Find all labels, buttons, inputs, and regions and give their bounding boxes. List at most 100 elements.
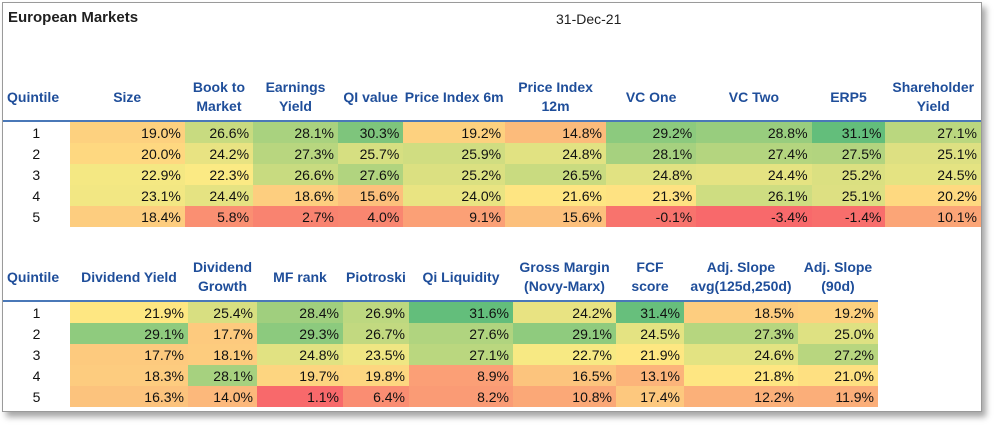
value-cell: 16.3% — [70, 386, 188, 407]
value-cell: 15.6% — [338, 185, 404, 206]
value-cell: 17.7% — [188, 323, 257, 344]
value-cell: 27.1% — [409, 344, 513, 365]
page-title: European Markets — [8, 9, 139, 26]
quintile-cell: 2 — [3, 323, 70, 344]
value-cell: 13.1% — [616, 365, 684, 386]
table-row: 2 29.1% 17.7% 29.3% 26.7% 27.6% 29.1% 24.5% 27.3… — [3, 323, 878, 344]
value-cell: 26.6% — [184, 120, 254, 143]
value-cell: 24.4% — [184, 185, 254, 206]
value-cell: 14.0% — [188, 386, 257, 407]
value-cell: 19.7% — [257, 365, 343, 386]
quintile-table-2: Quintile Dividend Yield Dividend Growth … — [3, 254, 878, 407]
column-header: VC One — [625, 88, 677, 105]
value-cell: 26.9% — [343, 300, 409, 323]
value-cell: 29.1% — [513, 323, 616, 344]
column-header: VC Two — [728, 88, 780, 105]
value-cell: 28.1% — [253, 120, 339, 143]
value-cell: 22.3% — [184, 164, 254, 185]
quintile-cell: 2 — [3, 143, 70, 164]
column-header: QI value — [343, 88, 398, 105]
value-cell: 28.1% — [188, 365, 257, 386]
value-cell: 14.8% — [505, 120, 606, 143]
value-cell: 20.0% — [69, 143, 185, 164]
value-cell: 24.8% — [257, 344, 343, 365]
value-cell: 29.2% — [605, 120, 697, 143]
value-cell: 29.3% — [257, 323, 343, 344]
value-cell: 19.2% — [403, 120, 506, 143]
column-header: Book to Market — [192, 79, 245, 114]
value-cell: 21.9% — [616, 344, 684, 365]
value-cell: 18.5% — [684, 300, 798, 323]
spreadsheet-panel: European Markets 31-Dec-21 Quintile Size… — [2, 2, 982, 412]
column-header: FCF score — [631, 259, 669, 294]
column-header: Dividend Growth — [192, 259, 253, 294]
column-header: ERP5 — [830, 88, 867, 105]
table-row: 3 17.7% 18.1% 24.8% 23.5% 27.1% 22.7% 21.9% 24.6… — [3, 344, 878, 365]
column-header: Shareholder Yield — [892, 79, 975, 114]
quintile-cell: 3 — [3, 164, 70, 185]
report-date: 31-Dec-21 — [556, 11, 622, 27]
value-cell: 2.7% — [253, 206, 339, 227]
value-cell: 27.3% — [253, 143, 339, 164]
column-header: Earnings Yield — [265, 79, 326, 114]
value-cell: -0.1% — [605, 206, 697, 227]
quintile-cell: 1 — [3, 120, 70, 143]
value-cell: 24.0% — [403, 185, 506, 206]
value-cell: 5.8% — [184, 206, 254, 227]
value-cell: 1.1% — [257, 386, 343, 407]
value-cell: 24.5% — [616, 323, 684, 344]
value-cell: 24.2% — [513, 300, 616, 323]
value-cell: 23.5% — [343, 344, 409, 365]
value-cell: 28.8% — [696, 120, 812, 143]
table-row: 1 19.0% 26.6% 28.1% 30.3% 19.2% 14.8% 29.2% 28.8… — [3, 120, 981, 143]
quintile-table-1: Quintile Size Book to Market Earnings Yi… — [3, 74, 981, 227]
column-header: Price Index 12m — [518, 79, 593, 114]
value-cell: 22.9% — [69, 164, 185, 185]
column-header: Adj. Slope (90d) — [803, 259, 873, 294]
column-header: MF rank — [273, 268, 327, 285]
value-cell: 27.5% — [811, 143, 886, 164]
value-cell: 24.8% — [605, 164, 697, 185]
value-cell: 4.0% — [338, 206, 404, 227]
value-cell: 25.0% — [798, 323, 878, 344]
value-cell: 29.1% — [70, 323, 188, 344]
quintile-cell: 1 — [3, 300, 70, 323]
value-cell: 26.1% — [696, 185, 812, 206]
value-cell: 19.0% — [69, 120, 185, 143]
value-cell: 11.9% — [798, 386, 878, 407]
value-cell: 9.1% — [403, 206, 506, 227]
value-cell: 10.8% — [513, 386, 616, 407]
value-cell: 31.6% — [409, 300, 513, 323]
value-cell: 20.2% — [885, 185, 981, 206]
column-header: Qi Liquidity — [422, 268, 500, 285]
column-header: Price Index 6m — [404, 88, 504, 105]
value-cell: 23.1% — [69, 185, 185, 206]
column-header: Piotroski — [346, 268, 406, 285]
value-cell: 24.8% — [505, 143, 606, 164]
value-cell: 26.7% — [343, 323, 409, 344]
value-cell: 21.0% — [798, 365, 878, 386]
quintile-cell: 5 — [3, 386, 70, 407]
value-cell: 25.7% — [338, 143, 404, 164]
quintile-cell: 3 — [3, 344, 70, 365]
value-cell: 25.4% — [188, 300, 257, 323]
table-body: 1 21.9% 25.4% 28.4% 26.9% 31.6% 24.2% 31.4% 18.5… — [3, 300, 878, 407]
value-cell: 19.8% — [343, 365, 409, 386]
value-cell: 16.5% — [513, 365, 616, 386]
value-cell: 31.1% — [811, 120, 886, 143]
value-cell: 21.3% — [605, 185, 697, 206]
table-row: 4 18.3% 28.1% 19.7% 19.8% 8.9% 16.5% 13.1% 21.8%… — [3, 365, 878, 386]
value-cell: 25.1% — [811, 185, 886, 206]
table-body: 1 19.0% 26.6% 28.1% 30.3% 19.2% 14.8% 29.2% 28.8… — [3, 120, 981, 227]
table-row: 2 20.0% 24.2% 27.3% 25.7% 25.9% 24.8% 28.1% 27.4… — [3, 143, 981, 164]
table-row: 5 18.4% 5.8% 2.7% 4.0% 9.1% 15.6% -0.1% -3.4% -1.… — [3, 206, 981, 227]
value-cell: 31.4% — [616, 300, 684, 323]
column-header: Gross Margin (Novy-Marx) — [519, 259, 610, 294]
table-header-row: Quintile Dividend Yield Dividend Growth … — [3, 254, 878, 301]
value-cell: -1.4% — [811, 206, 886, 227]
value-cell: 25.2% — [811, 164, 886, 185]
value-cell: 25.1% — [885, 143, 981, 164]
value-cell: 18.6% — [253, 185, 339, 206]
value-cell: 21.8% — [684, 365, 798, 386]
table-row: 3 22.9% 22.3% 26.6% 27.6% 25.2% 26.5% 24.8% 24.4… — [3, 164, 981, 185]
